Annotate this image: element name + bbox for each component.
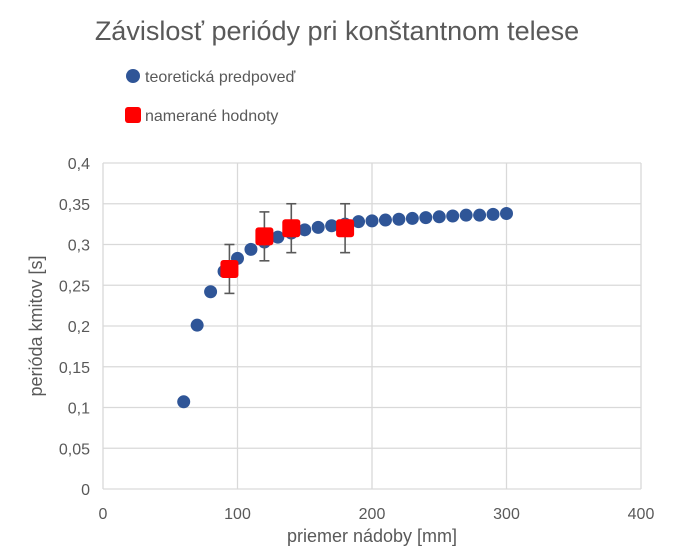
theory-point xyxy=(352,215,366,229)
theory-point xyxy=(405,211,419,225)
y-tick-label: 0,3 xyxy=(68,238,90,255)
y-tick-label: 0 xyxy=(81,482,90,499)
y-tick-label: 0,35 xyxy=(59,197,90,214)
measured-point xyxy=(255,227,274,246)
measured-point xyxy=(220,259,239,278)
measured-point-group xyxy=(282,202,301,254)
theory-point xyxy=(177,395,191,409)
theory-point xyxy=(325,219,339,233)
y-tick-label: 0,25 xyxy=(59,278,90,295)
theory-point xyxy=(419,211,433,225)
y-tick-label: 0,1 xyxy=(68,401,90,418)
theory-point xyxy=(392,212,406,226)
theory-point xyxy=(244,242,258,256)
theory-point xyxy=(486,207,500,221)
theory-point xyxy=(432,210,446,224)
theory-point xyxy=(446,209,460,223)
theory-point xyxy=(190,318,204,332)
measured-point-group xyxy=(336,202,355,254)
legend-marker-theory xyxy=(126,69,140,83)
measured-point xyxy=(336,219,355,238)
y-tick-label: 0,05 xyxy=(59,441,90,458)
theory-point xyxy=(459,208,473,222)
x-tick-label: 100 xyxy=(224,506,251,523)
y-tick-label: 0,15 xyxy=(59,360,90,377)
theory-point xyxy=(311,220,325,234)
chart-title: Závislosť periódy pri konštantnom telese xyxy=(95,16,579,46)
y-tick-label: 0,4 xyxy=(68,156,90,173)
x-tick-label: 200 xyxy=(359,506,386,523)
measured-point-group xyxy=(255,211,274,262)
legend-label-theory: teoretická predpoveď xyxy=(145,69,296,86)
theory-point xyxy=(473,208,487,222)
theory-point xyxy=(378,213,392,227)
x-tick-label: 300 xyxy=(493,506,520,523)
legend-label-measured: namerané hodnoty xyxy=(145,108,278,125)
legend: teoretická predpoveď namerané hodnoty xyxy=(125,69,296,125)
x-tick-label: 400 xyxy=(628,506,655,523)
theory-point xyxy=(204,285,218,299)
x-axis-label: priemer nádoby [mm] xyxy=(287,526,457,546)
y-tick-label: 0,2 xyxy=(68,319,90,336)
measured-point-group xyxy=(220,243,239,295)
measured-point xyxy=(282,219,301,238)
theory-point xyxy=(271,230,285,244)
theory-point xyxy=(298,223,312,237)
legend-marker-measured xyxy=(125,107,141,123)
theory-point xyxy=(365,214,379,228)
x-tick-label: 0 xyxy=(99,506,108,523)
y-axis-label: perióda kmitov [s] xyxy=(26,255,46,396)
theory-point xyxy=(500,207,513,221)
